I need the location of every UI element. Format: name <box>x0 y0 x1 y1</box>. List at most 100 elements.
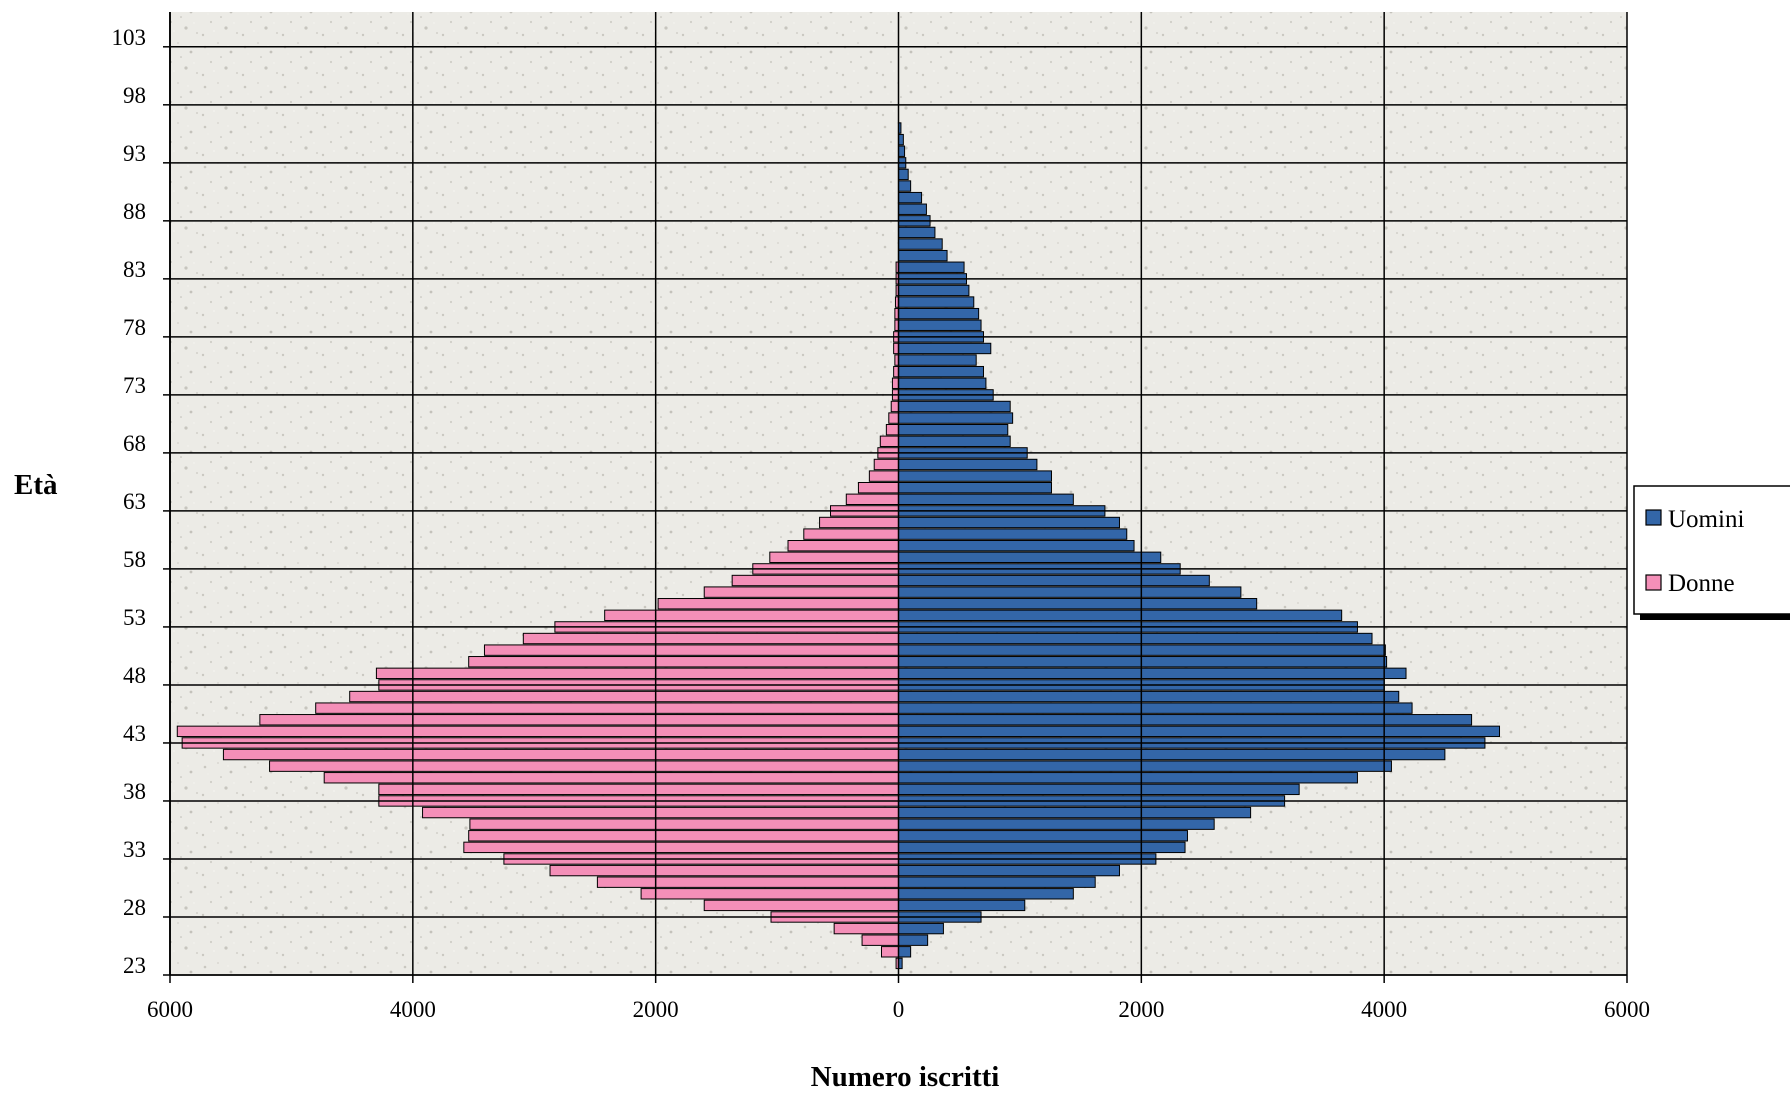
bar-uomini-75 <box>898 354 977 366</box>
bar-uomini-38 <box>898 783 1300 796</box>
bar-donne-44 <box>259 714 900 726</box>
legend-swatch-uomini <box>1645 509 1662 526</box>
bar-donne-29 <box>640 888 899 900</box>
bar-uomini-39 <box>898 772 1358 784</box>
bar-uomini-46 <box>898 690 1400 703</box>
y-tick-label: 78 <box>123 315 146 340</box>
bar-uomini-85 <box>898 238 943 250</box>
bar-donne-64 <box>857 482 899 494</box>
bar-donne-69 <box>885 423 899 436</box>
bar-donne-61 <box>819 516 900 529</box>
bar-donne-53 <box>604 609 899 622</box>
y-tick-label: 63 <box>123 489 146 514</box>
bar-uomini-31 <box>898 864 1120 877</box>
bar-uomini-78 <box>898 319 982 331</box>
bar-uomini-66 <box>898 458 1038 471</box>
bar-donne-73 <box>891 377 899 389</box>
bar-donne-38 <box>378 783 899 796</box>
bar-uomini-51 <box>898 632 1373 645</box>
x-tick-label: 6000 <box>147 997 193 1022</box>
bar-uomini-28 <box>898 899 1026 912</box>
bar-donne-51 <box>522 632 899 645</box>
bar-uomini-86 <box>898 226 936 239</box>
bar-uomini-71 <box>898 400 1011 413</box>
bar-donne-43 <box>176 725 899 738</box>
bar-donne-25 <box>861 934 900 946</box>
bar-uomini-89 <box>898 191 923 204</box>
bar-uomini-81 <box>898 284 970 297</box>
bar-donne-63 <box>845 493 899 506</box>
bar-uomini-48 <box>898 667 1407 680</box>
bar-uomini-93 <box>898 145 906 157</box>
y-tick-label: 68 <box>123 431 146 456</box>
bar-donne-41 <box>222 748 900 761</box>
bar-donne-33 <box>463 841 899 854</box>
bar-uomini-35 <box>898 818 1215 830</box>
bar-uomini-64 <box>898 482 1052 494</box>
bar-uomini-59 <box>898 540 1135 552</box>
bar-donne-65 <box>868 470 899 482</box>
legend-box <box>1633 485 1790 615</box>
y-tick-label: 38 <box>123 779 146 804</box>
bar-uomini-53 <box>898 609 1343 622</box>
bar-uomini-40 <box>898 760 1392 772</box>
bar-uomini-70 <box>898 412 1014 424</box>
y-tick-label: 83 <box>123 257 146 282</box>
x-tick-label: 2000 <box>1118 997 1164 1022</box>
bar-donne-35 <box>469 818 899 830</box>
bar-donne-54 <box>657 598 899 610</box>
bar-donne-59 <box>787 540 900 552</box>
bar-uomini-69 <box>898 423 1009 436</box>
bar-donne-71 <box>890 400 899 413</box>
bar-donne-39 <box>323 772 899 784</box>
bar-uomini-29 <box>898 888 1074 900</box>
bar-uomini-60 <box>898 528 1128 540</box>
y-tick-label: 103 <box>112 25 147 50</box>
bar-donne-66 <box>873 458 899 471</box>
bar-uomini-55 <box>898 586 1242 598</box>
y-tick-label: 73 <box>123 373 146 398</box>
bar-uomini-83 <box>898 261 965 273</box>
bar-donne-45 <box>315 702 899 714</box>
bar-uomini-34 <box>898 830 1188 842</box>
x-tick-label: 4000 <box>1361 997 1407 1022</box>
bar-uomini-80 <box>898 296 975 308</box>
bar-uomini-24 <box>898 946 912 958</box>
bar-uomini-90 <box>898 180 912 192</box>
bar-uomini-91 <box>898 168 909 181</box>
legend-label-donne: Donne <box>1668 570 1735 597</box>
bar-donne-55 <box>703 586 899 598</box>
bar-uomini-30 <box>898 876 1096 888</box>
x-tick-label: 2000 <box>633 997 679 1022</box>
bar-donne-40 <box>269 760 899 772</box>
x-tick-label: 0 <box>893 997 905 1022</box>
bar-donne-68 <box>879 435 899 447</box>
bar-uomini-61 <box>898 516 1120 529</box>
bar-uomini-63 <box>898 493 1074 506</box>
bar-donne-46 <box>349 690 899 703</box>
bar-uomini-43 <box>898 725 1501 738</box>
bar-donne-70 <box>888 412 899 424</box>
axes: 6000 4000 2000 0 2000 4000 6000232833384348535… <box>112 12 1650 1022</box>
bar-donne-24 <box>881 946 899 958</box>
bar-uomini-73 <box>898 377 987 389</box>
bar-uomini-65 <box>898 470 1052 482</box>
bar-donne-60 <box>803 528 899 540</box>
x-tick-label: 6000 <box>1604 997 1650 1022</box>
y-tick-label: 43 <box>123 721 146 746</box>
bar-uomini-36 <box>898 806 1252 819</box>
x-axis-title: Numero iscritti <box>811 1061 1000 1093</box>
bar-uomini-84 <box>898 249 948 262</box>
bar-uomini-79 <box>898 307 980 320</box>
legend: Uomini Donne <box>1633 485 1790 620</box>
bar-donne-36 <box>422 806 899 819</box>
y-tick-label: 93 <box>123 141 146 166</box>
bar-uomini-45 <box>898 702 1413 714</box>
legend-label-uomini: Uomini <box>1668 506 1744 533</box>
bar-uomini-58 <box>898 551 1162 564</box>
bar-uomini-88 <box>898 203 927 215</box>
y-tick-label: 23 <box>123 953 146 978</box>
bar-donne-58 <box>769 551 899 564</box>
y-tick-label: 58 <box>123 547 146 572</box>
